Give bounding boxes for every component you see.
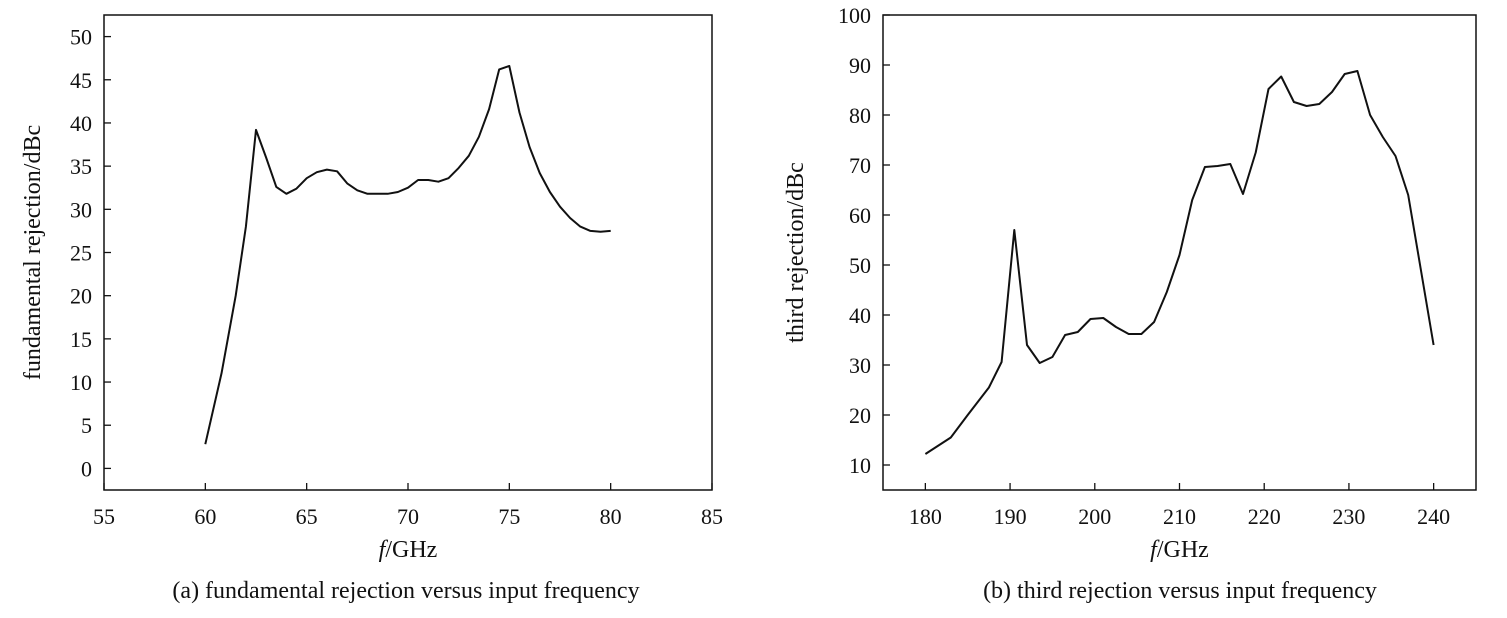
y-tick-label: 0: [81, 456, 92, 481]
y-tick-label: 100: [838, 3, 871, 28]
y-tick-label: 35: [70, 154, 92, 179]
x-axis-label: f/GHz: [379, 537, 438, 563]
series-line: [204, 65, 611, 445]
y-tick-label: 80: [849, 103, 871, 128]
y-tick-label: 30: [849, 353, 871, 378]
x-tick-label: 240: [1417, 504, 1450, 529]
y-tick-label: 50: [70, 25, 92, 50]
y-tick-label: 45: [70, 68, 92, 93]
y-tick-label: 10: [70, 370, 92, 395]
series-line: [924, 70, 1435, 455]
x-tick-label: 65: [296, 504, 318, 529]
y-axis-label: third rejection/dBc: [783, 162, 809, 343]
y-tick-label: 20: [849, 403, 871, 428]
x-axis-label-unit: /GHz: [1157, 537, 1209, 563]
x-axis-label-symbol: f: [379, 537, 389, 563]
x-tick-label: 190: [994, 504, 1027, 529]
x-tick-label: 60: [194, 504, 216, 529]
x-tick-label: 55: [93, 504, 115, 529]
x-tick-label: 210: [1163, 504, 1196, 529]
chart-b: 10 20 30 40 50 60 70 80 90 100 180 190 200 210 220 230 2…: [783, 3, 1477, 604]
y-tick-label: 50: [849, 253, 871, 278]
y-tick-label: 60: [849, 203, 871, 228]
x-tick-label: 75: [498, 504, 520, 529]
y-tick-label: 15: [70, 327, 92, 352]
x-axis-label-unit: /GHz: [385, 537, 437, 563]
y-tick-label: 90: [849, 53, 871, 78]
y-tick-label: 40: [70, 111, 92, 136]
x-tick-label: 85: [701, 504, 723, 529]
y-tick-label: 10: [849, 453, 871, 478]
x-tick-label: 200: [1078, 504, 1111, 529]
x-axis-label: f/GHz: [1150, 537, 1209, 563]
x-axis-label-symbol: f: [1150, 537, 1160, 563]
y-tick-label: 20: [70, 284, 92, 309]
x-tick-label: 230: [1332, 504, 1365, 529]
x-tick-label: 220: [1248, 504, 1281, 529]
y-axis-label: fundamental rejection/dBc: [20, 125, 46, 380]
x-tick-label: 70: [397, 504, 419, 529]
plot-frame: [103, 14, 713, 491]
y-tick-label: 30: [70, 197, 92, 222]
y-tick-label: 25: [70, 241, 92, 266]
y-tick-label: 5: [81, 413, 92, 438]
y-tick-label: 70: [849, 153, 871, 178]
x-tick-label: 180: [909, 504, 942, 529]
figure-caption: (a) fundamental rejection versus input f…: [172, 578, 639, 604]
figure-caption: (b) third rejection versus input frequen…: [983, 578, 1377, 604]
y-tick-label: 40: [849, 303, 871, 328]
x-tick-label: 80: [600, 504, 622, 529]
